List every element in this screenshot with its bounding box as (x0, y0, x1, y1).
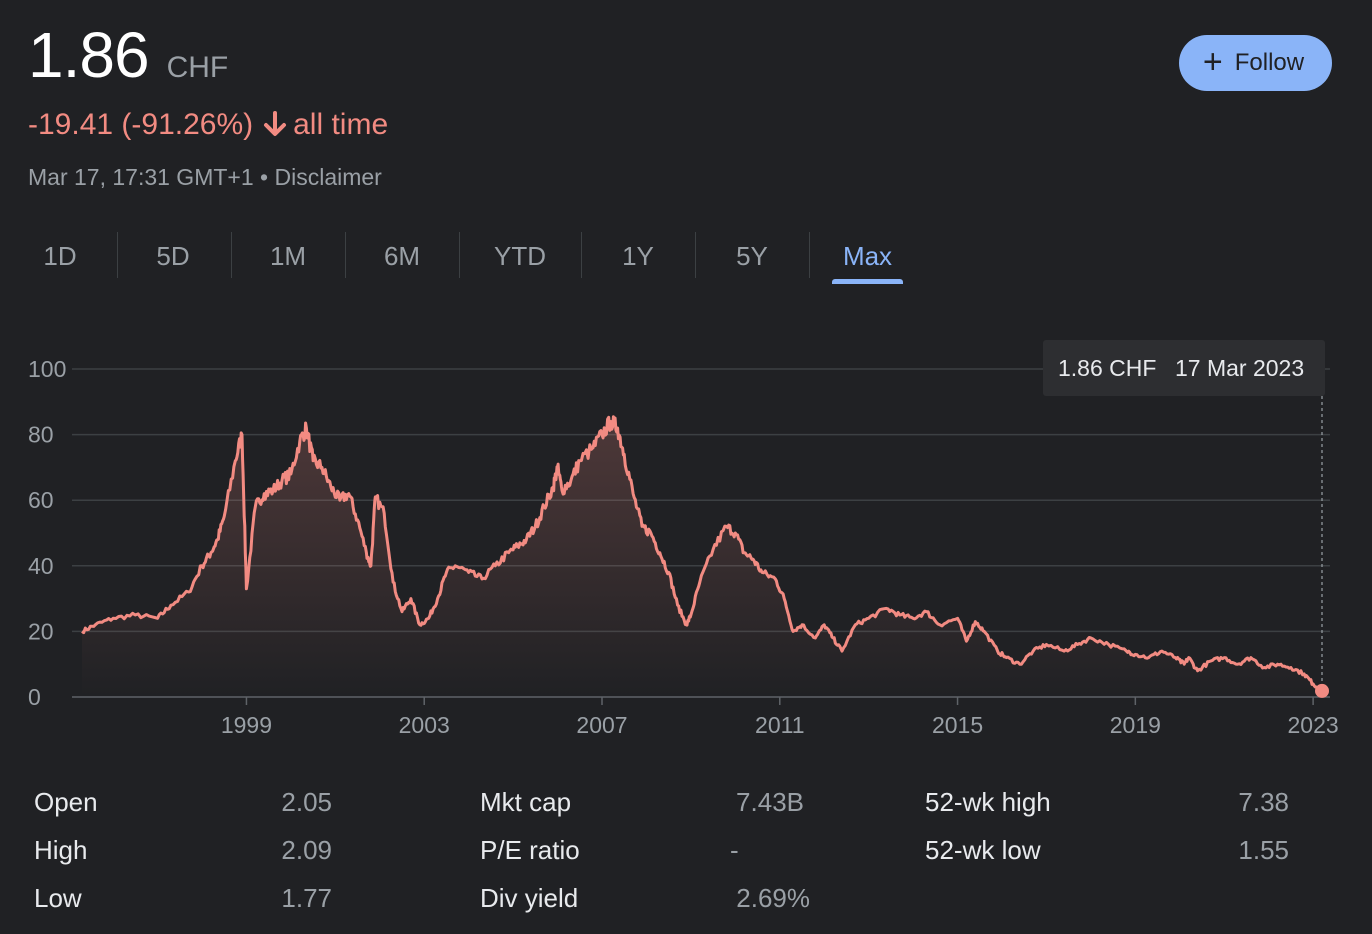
tab-label: 5D (156, 240, 190, 271)
currency-label: CHF (166, 51, 229, 84)
timestamp: Mar 17, 17:31 GMT+1 (28, 164, 254, 190)
stat-div-yield: Div yield 2.69% (480, 878, 810, 918)
tab-divider (695, 232, 696, 278)
stat-label: Open (34, 787, 98, 817)
price-area-fill (82, 416, 1322, 697)
stat-high: High 2.09 (34, 830, 332, 870)
current-price: 1.86 (28, 19, 150, 91)
x-tick-label: 2003 (399, 712, 450, 738)
tab-label: YTD (494, 240, 546, 271)
stat-value: 1.77 (281, 883, 332, 913)
stat-label: Div yield (480, 883, 579, 913)
price-change-value: -19.41 (-91.26%) (28, 108, 254, 141)
tab-ytd[interactable]: YTD (481, 228, 559, 284)
price-block: 1.86 CHF (28, 18, 228, 92)
tab-label: Max (842, 240, 893, 271)
stat-low: Low 1.77 (34, 878, 332, 918)
arrow-down-icon (264, 111, 287, 136)
x-tick-label: 2007 (576, 712, 627, 738)
stat-label: 52-wk low (925, 835, 1041, 865)
stat-value: 1.55 (1238, 835, 1289, 865)
tab-divider (809, 232, 810, 278)
tab-6m[interactable]: 6M (367, 228, 437, 284)
x-tick-label: 2023 (1288, 712, 1339, 738)
x-tick-label: 2015 (932, 712, 983, 738)
tab-divider (581, 232, 582, 278)
price-change: -19.41 (-91.26%) all time (28, 108, 388, 142)
x-axis-labels: 1999 2003 2007 2011 2015 2019 2023 (221, 697, 1339, 738)
x-tick-label: 1999 (221, 712, 272, 738)
y-tick-label: 20 (28, 618, 54, 644)
y-tick-label: 80 (28, 422, 54, 448)
tab-1d[interactable]: 1D (28, 228, 92, 284)
y-tick-label: 40 (28, 553, 54, 579)
tab-max[interactable]: Max (832, 228, 903, 284)
stat-mkt-cap: Mkt cap 7.43B (480, 782, 804, 822)
tooltip-price: 1.86 CHF (1058, 355, 1156, 381)
tab-label: 5Y (736, 240, 768, 271)
x-tick-label: 2011 (755, 712, 804, 738)
stat-label: High (34, 835, 88, 865)
tab-divider (231, 232, 232, 278)
price-chart[interactable]: 0 20 40 60 80 100 1999 2003 2007 2011 2015 2019 202… (0, 330, 1372, 750)
y-axis-labels: 0 20 40 60 80 100 (28, 356, 66, 710)
timestamp-row: Mar 17, 17:31 GMT+1 • Disclaimer (28, 164, 382, 191)
stat-52wk-low: 52-wk low 1.55 (925, 830, 1289, 870)
change-period: all time (293, 108, 389, 141)
y-tick-label: 0 (28, 684, 41, 710)
stat-value: 7.43B (736, 787, 804, 817)
tab-1m[interactable]: 1M (253, 228, 323, 284)
tab-label: 1M (269, 240, 307, 271)
stat-open: Open 2.05 (34, 782, 332, 822)
tooltip-date: 17 Mar 2023 (1175, 355, 1304, 381)
tab-divider (459, 232, 460, 278)
stat-value: 2.09 (281, 835, 332, 865)
stat-label: Low (34, 883, 82, 913)
tab-label: 6M (383, 240, 421, 271)
tab-label: 1D (43, 240, 77, 271)
tab-1y[interactable]: 1Y (605, 228, 671, 284)
stat-pe-ratio: P/E ratio - (480, 830, 804, 870)
stat-value: - (730, 835, 739, 865)
follow-label: Follow (1234, 49, 1305, 76)
hover-tooltip: 1.86 CHF 17 Mar 2023 (1043, 340, 1325, 396)
y-tick-label: 60 (28, 487, 54, 513)
current-point-marker (1315, 683, 1329, 698)
price-line (81, 415, 1323, 693)
stat-label: Mkt cap (480, 787, 572, 817)
stat-value: 2.05 (281, 787, 332, 817)
tab-divider (117, 232, 118, 278)
stat-label: 52-wk high (925, 787, 1051, 817)
tab-label: 1Y (622, 240, 654, 271)
follow-button[interactable]: + Follow (1179, 35, 1332, 91)
tab-5y[interactable]: 5Y (718, 228, 786, 284)
x-tick-label: 2019 (1110, 712, 1161, 738)
y-tick-label: 100 (28, 356, 66, 382)
stat-value: 7.38 (1238, 787, 1289, 817)
stat-value: 2.69% (736, 883, 810, 913)
separator-dot: • (260, 164, 269, 190)
plus-icon: + (1202, 42, 1223, 81)
stat-52wk-high: 52-wk high 7.38 (925, 782, 1289, 822)
tab-5d[interactable]: 5D (141, 228, 205, 284)
disclaimer-link[interactable]: Disclaimer (274, 164, 382, 190)
tab-divider (345, 232, 346, 278)
stat-label: P/E ratio (480, 835, 580, 865)
